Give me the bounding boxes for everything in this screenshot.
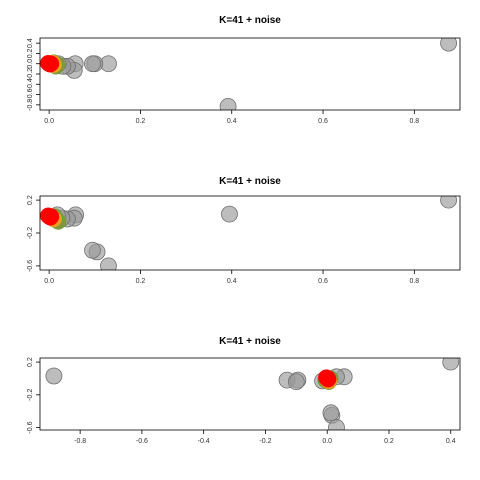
data-points <box>46 354 459 435</box>
data-points <box>40 35 456 114</box>
x-tick-label: 0.8 <box>409 278 419 285</box>
x-tick-label: 0.2 <box>384 438 394 445</box>
y-tick-label: -0.8 <box>27 99 34 111</box>
y-tick-label: -0.6 <box>27 88 34 100</box>
y-tick-label: -0.2 <box>27 389 34 401</box>
x-tick-label: 0.0 <box>322 438 332 445</box>
point-noise <box>220 98 236 114</box>
point-noise <box>328 420 344 436</box>
x-tick-label: 0.2 <box>136 118 146 125</box>
chart-title: K=41 + noise <box>219 336 281 347</box>
point-red <box>320 370 336 386</box>
point-red <box>43 209 59 225</box>
point-noise <box>441 192 457 208</box>
point-noise <box>441 35 457 51</box>
y-tick-label: -0.2 <box>27 68 34 80</box>
chart-title: K=41 + noise <box>219 15 281 26</box>
point-noise <box>85 56 101 72</box>
y-tick-label: 0.2 <box>27 357 34 367</box>
y-tick-label: 0.2 <box>27 195 34 205</box>
x-tick-label: 0.6 <box>318 118 328 125</box>
x-tick-label: 0.4 <box>227 118 237 125</box>
y-tick-label: -0.2 <box>27 227 34 239</box>
data-points <box>40 192 456 274</box>
y-tick-label: 0.2 <box>27 48 34 58</box>
x-tick-label: -0.2 <box>259 438 271 445</box>
point-noise <box>443 354 459 370</box>
x-tick-label: 0.4 <box>446 438 456 445</box>
x-tick-label: -0.8 <box>74 438 86 445</box>
x-tick-label: 0.2 <box>136 278 146 285</box>
chart-title: K=41 + noise <box>219 176 281 187</box>
plot-frame <box>40 358 460 430</box>
plot-frame <box>40 38 460 110</box>
point-noise <box>100 258 116 274</box>
point-red <box>43 56 59 72</box>
chart-panel-3: K=41 + noise -0.8 -0.6 -0.4 -0.2 0.0 0.2 0.4 0.2… <box>27 336 460 445</box>
x-tick-label: 0.8 <box>409 118 419 125</box>
point-noise <box>85 242 101 258</box>
y-tick-label: -0.6 <box>27 421 34 433</box>
point-noise <box>46 368 62 384</box>
y-tick-label: 0.0 <box>27 59 34 69</box>
plot-frame <box>40 196 460 270</box>
x-tick-label: 0.4 <box>227 278 237 285</box>
chart-panel-2: K=41 + noise 0.0 0.2 0.4 0.6 0.8 0.2 -0.2 -0.6 <box>27 176 460 285</box>
y-tick-label: 0.4 <box>27 38 34 48</box>
x-tick-label: 0.0 <box>44 118 54 125</box>
x-tick-label: -0.4 <box>198 438 210 445</box>
y-tick-label: -0.4 <box>27 78 34 90</box>
x-tick-label: -0.6 <box>136 438 148 445</box>
point-noise <box>323 405 339 421</box>
x-tick-label: 0.0 <box>44 278 54 285</box>
y-tick-label: -0.6 <box>27 260 34 272</box>
x-tick-label: 0.6 <box>318 278 328 285</box>
point-noise <box>288 374 304 390</box>
point-noise <box>221 206 237 222</box>
